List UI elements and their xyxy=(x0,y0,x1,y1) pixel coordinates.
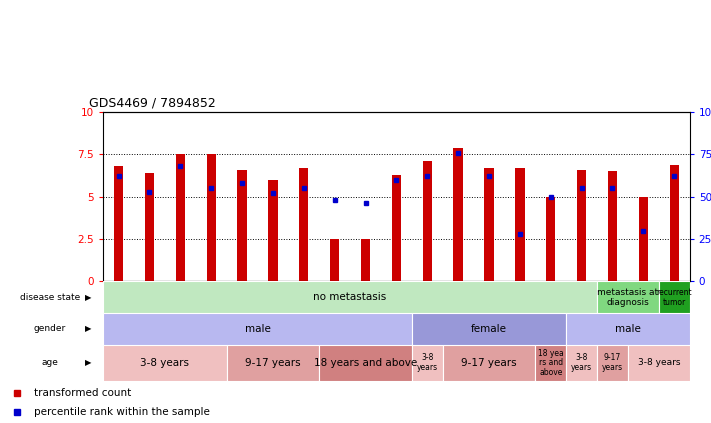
Text: age: age xyxy=(41,358,58,367)
Bar xyxy=(659,281,690,313)
Text: metastasis at
diagnosis: metastasis at diagnosis xyxy=(597,288,658,307)
Text: male: male xyxy=(245,324,270,334)
Bar xyxy=(597,345,628,381)
Bar xyxy=(227,345,319,381)
Bar xyxy=(577,170,587,281)
Text: 18 years and above: 18 years and above xyxy=(314,358,417,368)
Bar xyxy=(103,281,597,313)
Bar xyxy=(628,345,690,381)
Bar xyxy=(237,170,247,281)
Text: disease state: disease state xyxy=(20,293,80,302)
Bar xyxy=(546,197,555,281)
Text: recurrent
tumor: recurrent tumor xyxy=(656,288,692,307)
Text: percentile rank within the sample: percentile rank within the sample xyxy=(34,407,210,418)
Bar xyxy=(566,345,597,381)
Text: 9-17
years: 9-17 years xyxy=(602,353,623,372)
Text: 9-17 years: 9-17 years xyxy=(461,358,517,368)
Bar xyxy=(145,173,154,281)
Bar xyxy=(176,154,185,281)
Text: 3-8 years: 3-8 years xyxy=(140,358,189,368)
Bar xyxy=(299,168,309,281)
Bar xyxy=(412,313,566,345)
Text: GDS4469 / 7894852: GDS4469 / 7894852 xyxy=(89,97,215,110)
Bar xyxy=(670,165,679,281)
Bar xyxy=(454,148,463,281)
Bar xyxy=(361,239,370,281)
Text: 3-8 years: 3-8 years xyxy=(638,358,680,367)
Bar xyxy=(422,161,432,281)
Bar xyxy=(608,171,617,281)
Bar xyxy=(443,345,535,381)
Bar xyxy=(103,345,227,381)
Bar xyxy=(319,345,412,381)
Text: 3-8
years: 3-8 years xyxy=(417,353,438,372)
Bar xyxy=(515,168,525,281)
Bar xyxy=(535,345,566,381)
Bar xyxy=(638,197,648,281)
Bar xyxy=(566,313,690,345)
Bar xyxy=(206,154,215,281)
Text: 3-8
years: 3-8 years xyxy=(571,353,592,372)
Text: transformed count: transformed count xyxy=(34,387,132,398)
Bar xyxy=(597,281,659,313)
Text: no metastasis: no metastasis xyxy=(314,292,387,302)
Text: 9-17 years: 9-17 years xyxy=(245,358,301,368)
Text: female: female xyxy=(471,324,507,334)
Bar xyxy=(484,168,493,281)
Text: gender: gender xyxy=(33,324,66,333)
Text: 18 yea
rs and
above: 18 yea rs and above xyxy=(538,349,564,377)
Text: ▶: ▶ xyxy=(85,358,92,367)
Bar xyxy=(103,313,412,345)
Bar xyxy=(268,180,277,281)
Text: ▶: ▶ xyxy=(85,324,92,333)
Bar xyxy=(392,175,401,281)
Text: male: male xyxy=(615,324,641,334)
Bar xyxy=(330,239,339,281)
Bar xyxy=(114,166,123,281)
Text: ▶: ▶ xyxy=(85,293,92,302)
Bar xyxy=(412,345,443,381)
